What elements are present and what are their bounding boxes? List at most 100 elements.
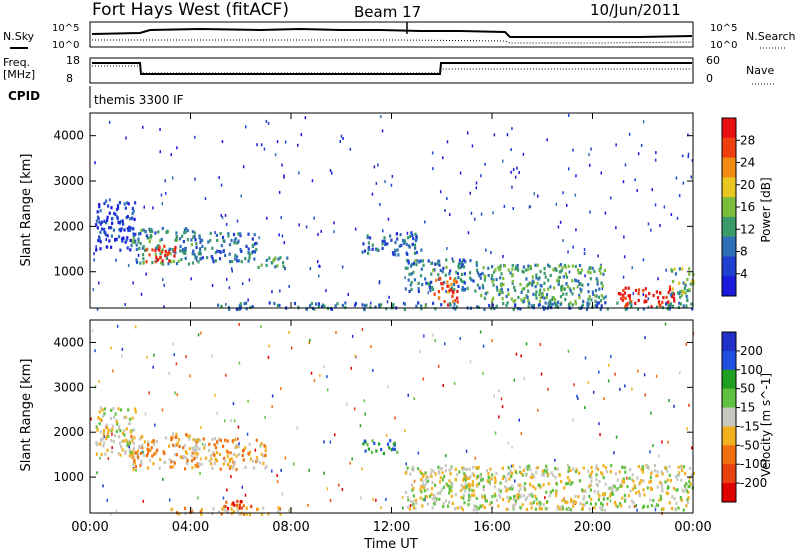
noise-pixel <box>512 168 515 172</box>
echo-cell-8 <box>499 276 502 280</box>
echo-cell-6 <box>212 507 215 511</box>
noise-pixel <box>226 488 228 492</box>
echo-cell-7 <box>449 276 452 280</box>
echo-cell-5 <box>582 466 585 470</box>
echo-cell-0 <box>110 234 113 238</box>
echo-cell-3 <box>234 257 237 261</box>
echo-cell-5 <box>425 495 429 499</box>
noise-pixel <box>335 331 337 334</box>
echo-cell-11 <box>363 308 366 312</box>
echo-cell-1 <box>192 235 195 239</box>
echo-cell-2 <box>154 249 157 253</box>
echo-cell-6 <box>248 513 251 517</box>
echo-cell-3 <box>195 255 198 259</box>
echo-cell-5 <box>414 238 418 242</box>
echo-cell-5 <box>487 472 490 476</box>
echo-cell-1 <box>146 466 150 470</box>
echo-cell-5 <box>440 488 443 492</box>
echo-cell-5 <box>623 499 627 503</box>
echo-cell-5 <box>646 505 649 509</box>
echo-cell-1 <box>154 231 157 235</box>
echo-cell-5 <box>483 494 486 498</box>
echo-cell-0 <box>99 442 102 446</box>
echo-cell-6 <box>458 258 461 262</box>
echo-cell-0 <box>119 408 123 412</box>
echo-cell-3 <box>231 259 234 264</box>
echo-cell-2 <box>232 466 235 470</box>
noise-pixel <box>511 185 513 189</box>
echo-cell-5 <box>569 468 572 472</box>
colorbar-segment <box>722 236 736 257</box>
echo-cell-5 <box>660 484 663 489</box>
echo-cell-5 <box>425 481 428 486</box>
echo-cell-11 <box>420 307 423 311</box>
echo-cell-0 <box>122 439 125 443</box>
echo-cell-5 <box>529 501 532 506</box>
echo-cell-0 <box>127 408 130 412</box>
noise-pixel <box>308 341 310 345</box>
echo-cell-5 <box>690 473 693 477</box>
echo-cell-5 <box>561 507 565 511</box>
echo-cell-9 <box>656 296 660 300</box>
echo-cell-2 <box>263 444 266 448</box>
echo-cell-5 <box>649 479 652 483</box>
echo-cell-11 <box>297 305 300 309</box>
noise-pixel <box>516 166 518 170</box>
echo-cell-5 <box>590 483 593 487</box>
echo-cell-5 <box>478 474 482 478</box>
noise-pixel <box>544 496 546 500</box>
echo-cell-5 <box>424 495 427 499</box>
echo-cell-5 <box>654 505 657 509</box>
colorbar-tick-label: 12 <box>740 222 755 236</box>
echo-cell-0 <box>128 422 131 426</box>
noise-pixel <box>590 147 592 151</box>
echo-cell-5 <box>419 488 422 492</box>
x-tick-label: 04:00 <box>172 520 209 535</box>
echo-cell-5 <box>454 467 457 471</box>
echo-cell-5 <box>468 494 471 498</box>
echo-cell-5 <box>407 498 410 502</box>
echo-cell-0 <box>102 414 105 418</box>
noise-pixel <box>351 334 354 338</box>
noise-pixel <box>266 216 268 220</box>
echo-cell-5 <box>587 469 590 473</box>
echo-cell-5 <box>410 231 413 235</box>
echo-cell-5 <box>482 488 485 492</box>
colorbar-tick-label: -50 <box>740 438 760 452</box>
echo-cell-11 <box>385 307 388 311</box>
echo-cell-6 <box>190 507 193 511</box>
echo-cell-5 <box>687 490 690 494</box>
noise-pixel <box>349 461 351 465</box>
beam-label: Beam 17 <box>354 3 421 21</box>
echo-cell-8 <box>559 270 562 274</box>
echo-cell-1 <box>150 440 154 444</box>
echo-cell-8 <box>556 279 559 283</box>
noise-pixel <box>659 224 661 227</box>
echo-cell-1 <box>130 434 133 438</box>
echo-cell-8 <box>574 301 577 306</box>
echo-cell-6 <box>461 285 464 290</box>
echo-cell-5 <box>471 472 474 476</box>
echo-cell-3 <box>201 256 204 260</box>
echo-cell-0 <box>119 229 122 233</box>
echo-cell-11 <box>502 301 505 306</box>
echo-cell-1 <box>170 438 173 442</box>
echo-cell-8 <box>535 273 538 277</box>
noise-pixel <box>453 381 456 385</box>
echo-cell-0 <box>126 246 129 250</box>
noise-pixel <box>642 258 645 262</box>
echo-cell-8 <box>532 292 535 296</box>
noise-pixel <box>387 217 390 221</box>
echo-cell-6 <box>425 281 428 285</box>
echo-cell-5 <box>507 472 510 476</box>
echo-cell-11 <box>353 303 357 307</box>
noise-pixel <box>115 258 117 262</box>
noise-pixel <box>422 377 425 381</box>
echo-cell-6 <box>424 277 427 281</box>
echo-cell-6 <box>454 277 457 281</box>
echo-cell-8 <box>597 295 600 299</box>
echo-cell-5 <box>463 485 466 489</box>
echo-cell-7 <box>455 280 458 284</box>
noise-pixel <box>236 219 239 223</box>
